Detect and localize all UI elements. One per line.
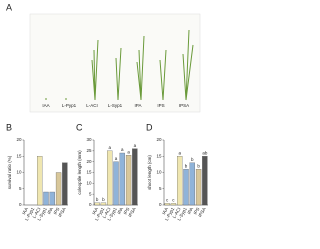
x-tick-label: L-Pyp1 [94,206,106,221]
x-tick-label: L-Syp1 [176,206,188,221]
x-tick-label: IPSA [57,207,66,218]
y-axis-label: coleoptile length (mm) [77,150,82,195]
y-tick-label: 5 [159,186,162,191]
x-tick-label: L-ACI [32,207,42,219]
figure: A IAA L-Pyp1 L-ACI L-Syp1 IPA IPS IPSABsurviva… [6,2,208,221]
x-tick-label: L-Pyp1 [24,206,36,221]
x-tick-label: IPA [46,207,54,215]
photo [29,13,201,113]
bar [100,202,107,206]
plants [45,29,194,101]
x-tick-label: IPSA [127,207,136,218]
panel-label: D [146,122,153,132]
y-tick-label: 5 [89,191,92,196]
x-tick-label: IPS [123,207,131,216]
y-tick-label: 5 [19,186,22,191]
y-tick-label: 10 [16,170,22,175]
plant-label: L-Pyp1 [62,103,77,108]
plant-label: IAA [42,103,49,108]
y-tick-label: 20 [156,137,162,142]
x-tick-label: IAA [161,207,169,216]
annotation: c [166,198,169,203]
x-tick-label: IPA [186,207,194,215]
annotation: a [178,150,181,155]
x-tick-label: L-ACI [102,207,112,219]
x-tick-label: L-ACI [172,207,182,219]
y-axis-label: survival ratio (%) [7,155,12,189]
bar [43,191,49,206]
x-tick-label: IAA [21,207,29,216]
bar [189,162,195,206]
plant-label: L-Syp1 [108,103,123,108]
annotation: b [191,157,194,162]
x-tick-label: L-Syp1 [106,206,118,221]
annotation: b [197,163,200,168]
bar [62,162,68,206]
page: {"panel_a":{"label":"A","plant_labels":[… [6,2,208,222]
x-tick-label: IPS [53,207,61,216]
bar [49,191,55,206]
y-tick-label: 0 [19,202,22,207]
y-tick-label: 20 [86,159,92,164]
bar [55,172,62,206]
y-tick-label: 20 [16,137,22,142]
bar [119,152,125,206]
annotation: c [172,198,175,203]
bar [113,161,119,206]
plant-label: IPA [135,103,142,108]
annotation: a [134,143,137,148]
plant-label: IPS [157,103,164,108]
plant-label: IPSA [179,103,189,108]
annotation: b [96,197,99,202]
bar [107,150,113,206]
annotation: ab [202,150,208,155]
bar [94,202,100,206]
panel-label: C [76,122,83,132]
panel-label: B [6,122,12,132]
y-tick-label: 0 [89,202,92,207]
bar [170,203,177,206]
bar [202,156,208,206]
y-axis-label: shoot length (cm) [147,155,152,190]
bar [177,156,183,206]
y-tick-label: 25 [86,148,92,153]
x-tick-label: IPS [193,207,201,216]
annotation: a [115,156,118,161]
y-tick-label: 15 [16,153,22,158]
x-tick-label: L-Pyp1 [164,206,176,221]
bar [37,156,43,206]
annotation: a [108,145,111,150]
annotation: a [127,149,130,154]
bar [164,203,170,206]
bar [195,169,202,206]
plant-label: L-ACI [86,103,98,108]
panel-label: A [6,2,12,12]
bar [183,169,189,206]
x-tick-label: L-Syp1 [36,206,48,221]
annotation: a [121,147,124,152]
y-tick-label: 15 [86,170,92,175]
x-tick-label: IAA [91,207,99,216]
bar [132,148,138,206]
y-tick-label: 10 [86,181,92,186]
annotation: b [185,163,188,168]
x-tick-label: IPSA [197,207,206,218]
y-tick-label: 15 [156,153,162,158]
y-tick-label: 10 [156,170,162,175]
x-tick-label: IPA [116,207,124,215]
bar [125,155,132,206]
y-tick-label: 0 [159,202,162,207]
annotation: b [102,197,105,202]
y-tick-label: 30 [86,137,92,142]
